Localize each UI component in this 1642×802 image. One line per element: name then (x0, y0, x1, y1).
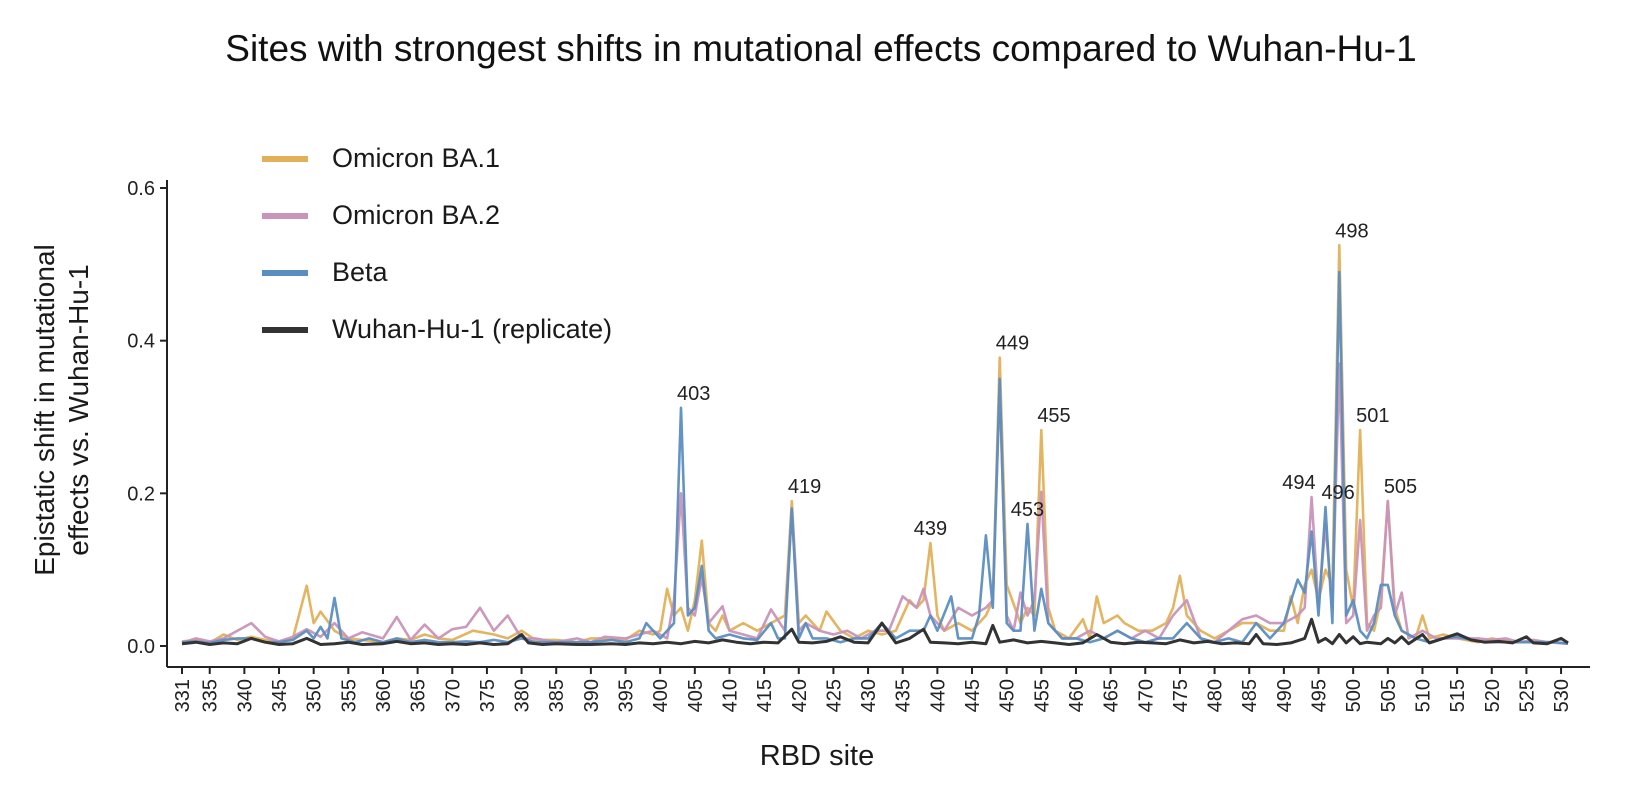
peak-label-403: 403 (677, 383, 710, 405)
y-tick-label-3: 0.6 (127, 178, 155, 200)
x-tick-label-2: 340 (234, 679, 256, 712)
x-axis-label: RBD site (759, 740, 875, 772)
legend: Omicron BA.1 Omicron BA.2 Beta Wuhan-Hu-… (262, 130, 612, 358)
x-tick-label-10: 380 (512, 679, 534, 712)
peak-label-453: 453 (1011, 499, 1044, 521)
x-tick-label-21: 435 (893, 679, 915, 712)
x-tick-label-18: 420 (789, 679, 811, 712)
legend-swatch-wuhan (262, 326, 308, 333)
x-tick-label-12: 390 (581, 679, 603, 712)
peak-label-494: 494 (1282, 472, 1315, 494)
x-tick-label-32: 490 (1274, 679, 1296, 712)
peak-label-449: 449 (996, 332, 1029, 354)
legend-label-beta: Beta (332, 257, 388, 287)
x-tick-label-16: 410 (719, 679, 741, 712)
x-tick-label-31: 485 (1239, 679, 1261, 712)
x-tick-label-13: 395 (616, 679, 638, 712)
x-tick-label-6: 360 (373, 679, 395, 712)
x-tick-label-9: 375 (477, 679, 499, 712)
x-tick-label-11: 385 (546, 679, 568, 712)
peak-label-419: 419 (788, 476, 821, 498)
peak-label-455: 455 (1037, 405, 1070, 427)
peak-label-505: 505 (1384, 476, 1417, 498)
series-line-3 (181, 617, 1569, 646)
x-tick-label-0: 331 (172, 679, 194, 712)
x-tick-label-33: 495 (1309, 679, 1331, 712)
x-tick-label-22: 440 (927, 679, 949, 712)
x-tick-label-7: 365 (408, 679, 430, 712)
x-tick-label-4: 350 (304, 679, 326, 712)
legend-swatch-omicron-ba2 (262, 212, 308, 219)
series-line-2 (181, 270, 1569, 645)
x-tick-label-38: 520 (1482, 679, 1504, 712)
x-tick-label-34: 500 (1343, 679, 1365, 712)
series-line-0 (181, 243, 1569, 645)
x-tick-label-36: 510 (1412, 679, 1434, 712)
x-tick-label-19: 425 (823, 679, 845, 712)
legend-item-wuhan: Wuhan-Hu-1 (replicate) (262, 301, 612, 358)
legend-swatch-beta (262, 269, 308, 276)
x-tick-label-25: 455 (1031, 679, 1053, 712)
y-tick-label-1: 0.2 (127, 483, 155, 505)
legend-swatch-omicron-ba1 (262, 155, 308, 162)
x-tick-label-23: 445 (962, 679, 984, 712)
x-tick-label-39: 525 (1516, 679, 1538, 712)
legend-item-omicron-ba2: Omicron BA.2 (262, 187, 612, 244)
legend-item-omicron-ba1: Omicron BA.1 (262, 130, 612, 187)
x-tick-label-17: 415 (754, 679, 776, 712)
x-tick-label-15: 405 (685, 679, 707, 712)
legend-label-omicron-ba2: Omicron BA.2 (332, 200, 501, 230)
x-tick-label-8: 370 (442, 679, 464, 712)
y-tick-label-0: 0.0 (127, 636, 155, 658)
x-tick-label-14: 400 (650, 679, 672, 712)
x-tick-label-29: 475 (1170, 679, 1192, 712)
x-tick-label-20: 430 (858, 679, 880, 712)
peak-label-498: 498 (1335, 220, 1368, 242)
legend-label-omicron-ba1: Omicron BA.1 (332, 143, 501, 173)
legend-item-beta: Beta (262, 244, 612, 301)
x-tick-label-3: 345 (269, 679, 291, 712)
x-tick-label-37: 515 (1447, 679, 1469, 712)
x-tick-label-30: 480 (1205, 679, 1227, 712)
x-tick-label-27: 465 (1101, 679, 1123, 712)
y-tick-label-2: 0.4 (127, 331, 155, 353)
x-tick-label-35: 505 (1378, 679, 1400, 712)
x-tick-label-26: 460 (1066, 679, 1088, 712)
x-tick-label-1: 335 (200, 679, 222, 712)
x-tick-label-40: 530 (1551, 679, 1573, 712)
x-tick-label-24: 450 (997, 679, 1019, 712)
x-tick-label-5: 355 (338, 679, 360, 712)
x-tick-label-28: 470 (1135, 679, 1157, 712)
legend-label-wuhan: Wuhan-Hu-1 (replicate) (332, 314, 613, 344)
peak-label-439: 439 (914, 518, 947, 540)
chart-title: Sites with strongest shifts in mutationa… (225, 28, 1417, 69)
peak-label-496: 496 (1321, 482, 1354, 504)
peak-label-501: 501 (1356, 405, 1389, 427)
